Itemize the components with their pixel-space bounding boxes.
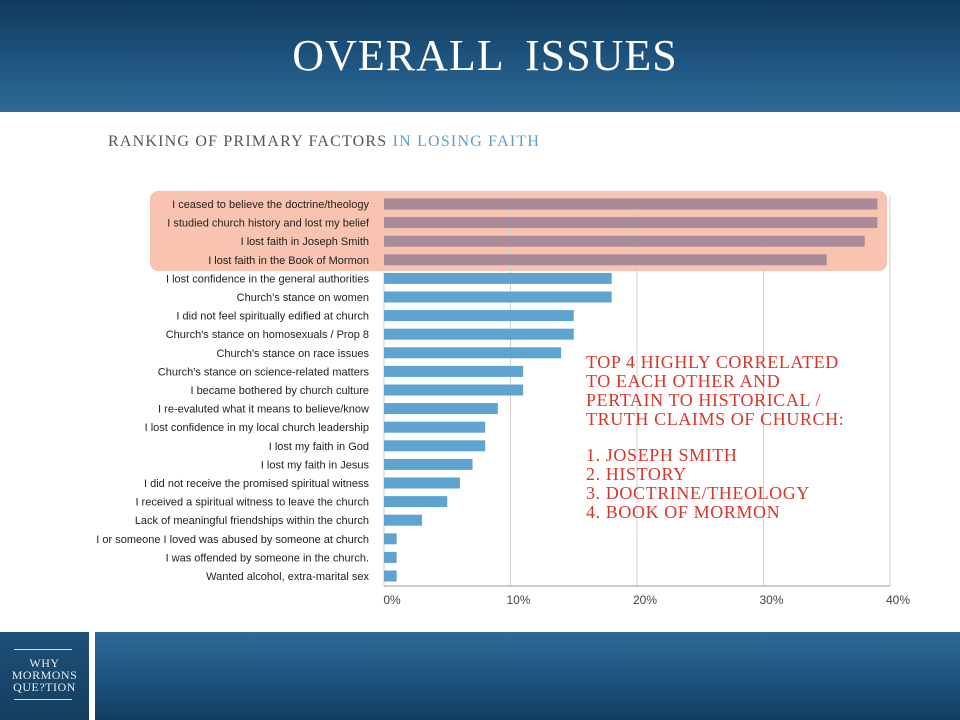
x-tick-label: 30% [759,593,783,607]
bar [384,310,574,322]
category-label: Lack of meaningful friendships within th… [135,515,369,527]
bar [384,384,524,396]
annotation-item: 2. HISTORY [586,464,687,484]
bar [384,328,574,340]
logo-text-line: WHY [29,656,60,670]
category-label: I re-evaluted what it means to believe/k… [158,404,369,416]
bar [384,217,878,229]
bar [384,570,397,582]
x-tick-label: 40% [886,593,910,607]
subtitle-part-dark: RANKING OF PRIMARY FACTORS [108,133,388,150]
footer-banner [0,632,960,720]
category-label: I did not receive the promised spiritual… [144,478,369,490]
category-label: I studied church history and lost my bel… [167,218,370,230]
bar [384,496,448,508]
category-label: I lost confidence in my local church lea… [145,422,369,434]
bar [384,235,865,247]
logo-divider [89,632,95,720]
logo-rule-bottom [14,699,72,700]
top4-annotation: TOP 4 HIGHLY CORRELATED TO EACH OTHER AN… [586,353,844,522]
x-tick-label: 0% [383,593,401,607]
bar [384,421,486,433]
bar [384,551,397,563]
bar [384,533,397,545]
category-label: I lost faith in Joseph Smith [241,236,369,248]
annotation-heading-line: TRUTH CLAIMS OF CHURCH: [586,409,845,429]
bar [384,365,524,377]
bar [384,514,422,526]
category-label: I or someone I loved was abused by someo… [96,534,369,546]
category-label: I lost my faith in Jesus [261,459,370,471]
annotation-item: 1. JOSEPH SMITH [586,445,738,465]
category-label: I became bothered by church culture [190,385,369,397]
logo-text-line: MORMONS [11,668,78,682]
bar [384,198,878,210]
category-label: I received a spiritual witness to leave … [135,497,369,509]
category-label: Wanted alcohol, extra-marital sex [206,571,369,583]
bar [384,291,612,303]
annotation-list: 1. JOSEPH SMITH 2. HISTORY 3. DOCTRINE/T… [586,446,844,522]
logo: WHY MORMONS QUE?TION [0,632,89,720]
category-label: I was offended by someone in the church. [166,552,369,564]
logo-rule-top [14,649,72,650]
category-label: Church's stance on women [237,292,369,304]
annotation-heading-line: TO EACH OTHER AND [586,371,781,391]
bar [384,272,612,284]
x-tick-label: 20% [633,593,657,607]
category-label: Church's stance on homosexuals / Prop 8 [166,329,369,341]
annotation-heading-line: TOP 4 HIGHLY CORRELATED [586,352,839,372]
header-banner: OVERALL ISSUES [0,0,960,112]
category-label: I ceased to believe the doctrine/theolog… [172,199,369,211]
annotation-heading-line: PERTAIN TO HISTORICAL / [586,390,822,410]
bar [384,458,473,470]
x-tick-label: 10% [506,593,530,607]
annotation-item: 4. BOOK OF MORMON [586,502,781,522]
bar [384,440,486,452]
logo-text-line: QUE?TION [13,680,76,694]
category-label: I lost faith in the Book of Mormon [208,255,369,267]
annotation-item: 3. DOCTRINE/THEOLOGY [586,483,810,503]
subtitle-part-blue: IN LOSING FAITH [387,133,541,150]
category-label: I did not feel spiritually edified at ch… [176,311,369,323]
page-title: OVERALL ISSUES [292,31,678,80]
category-label: I lost confidence in the general authori… [166,273,370,285]
bar [384,477,460,489]
bar [384,254,827,266]
category-label: Church's stance on science-related matte… [158,366,370,378]
chart-subtitle: RANKING OF PRIMARY FACTORS IN LOSING FAI… [108,133,540,151]
bar [384,403,498,415]
category-label: I lost my faith in God [269,441,369,453]
category-label: Church's stance on race issues [216,348,369,360]
bar [384,347,562,359]
